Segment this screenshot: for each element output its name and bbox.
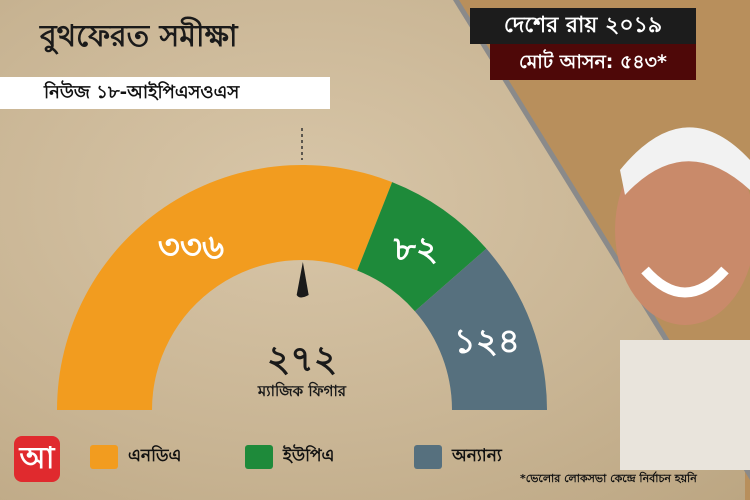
- gauge-value-label: ১২৪: [454, 322, 520, 362]
- logo: আ: [14, 436, 60, 482]
- legend-label: অন্যান্য: [452, 446, 502, 466]
- legend-item-nda: এনডিএ: [90, 443, 181, 471]
- gauge-segment-2: [414, 248, 547, 410]
- legend-swatch: [245, 445, 273, 469]
- magic-figure: ২৭২ ম্যাজিক ফিগার: [240, 340, 364, 405]
- page-subtitle: নিউজ ১৮-আইপিএসওএস: [0, 77, 330, 109]
- gauge-value-label: ৩৩৬: [158, 228, 224, 268]
- page-title: বুথফেরত সমীক্ষা: [40, 19, 238, 54]
- magic-figure-value: ২৭২: [266, 339, 338, 380]
- magic-figure-caption: ম্যাজিক ফিগার: [257, 382, 347, 400]
- legend-swatch: [90, 445, 118, 469]
- legend-swatch: [414, 445, 442, 469]
- legend-item-others: অন্যান্য: [414, 443, 502, 471]
- gauge-segment-0: [57, 165, 393, 410]
- total-seats-label: মোট আসন: ৫৪৩*: [490, 44, 696, 80]
- year-label: দেশের রায় ২০১৯: [470, 8, 696, 44]
- legend-item-upa: ইউপিএ: [245, 443, 334, 471]
- gauge-value-label: ৮২: [393, 230, 438, 270]
- legend-label: ইউপিএ: [283, 446, 335, 466]
- gauge-segment-1: [357, 182, 487, 312]
- magic-figure-needle: [296, 262, 309, 298]
- legend-label: এনডিএ: [128, 446, 182, 466]
- footnote: *ভেলোর লোকসভা কেন্দ্রে নির্বাচন হয়নি: [520, 472, 697, 485]
- person-photo: [615, 127, 750, 470]
